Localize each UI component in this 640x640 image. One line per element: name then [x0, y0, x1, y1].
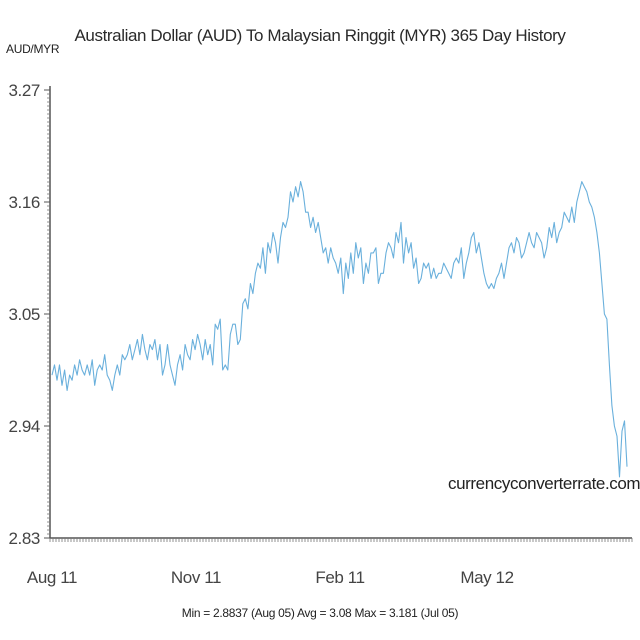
y-tick-label: 3.05 — [9, 305, 41, 324]
y-tick-label: 3.27 — [9, 81, 41, 100]
x-tick-label: Feb 11 — [315, 568, 364, 587]
chart-title: Australian Dollar (AUD) To Malaysian Rin… — [74, 26, 566, 45]
y-tick-label: 2.94 — [9, 417, 41, 436]
y-tick-label: 3.16 — [9, 193, 41, 212]
watermark-text: currencyconverterrate.com — [448, 474, 640, 493]
x-tick-label: Nov 11 — [171, 568, 221, 587]
y-tick-label: 2.83 — [9, 529, 41, 548]
series-line — [51, 181, 628, 478]
y-axis-label: AUD/MYR — [6, 42, 60, 56]
x-tick-label: Aug 11 — [27, 568, 77, 587]
stats-summary: Min = 2.8837 (Aug 05) Avg = 3.08 Max = 3… — [181, 606, 459, 620]
x-tick-label: May 12 — [460, 568, 513, 587]
